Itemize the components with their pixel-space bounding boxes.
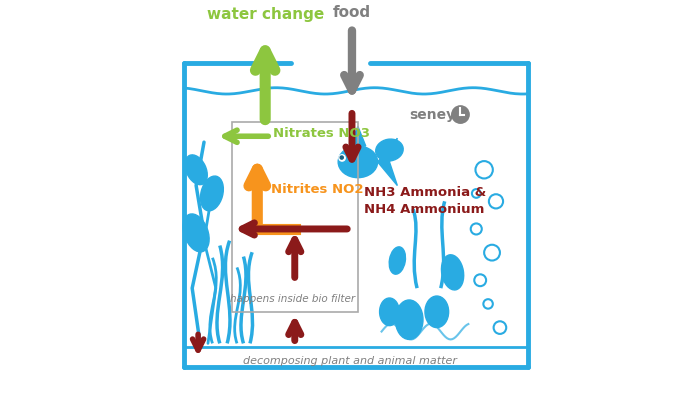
Ellipse shape — [379, 298, 399, 326]
Ellipse shape — [442, 255, 463, 290]
Text: Nitrates NO3: Nitrates NO3 — [273, 126, 370, 140]
Circle shape — [340, 156, 343, 159]
Text: happens inside bio filter: happens inside bio filter — [230, 294, 356, 304]
Polygon shape — [377, 138, 398, 186]
Ellipse shape — [425, 296, 449, 328]
Ellipse shape — [200, 176, 223, 211]
Ellipse shape — [395, 300, 423, 340]
Text: NH3 Ammonia &
NH4 Ammonium: NH3 Ammonia & NH4 Ammonium — [364, 186, 486, 216]
Text: Nitrites NO2: Nitrites NO2 — [271, 183, 363, 196]
Text: seneye: seneye — [409, 108, 465, 122]
Polygon shape — [350, 126, 366, 146]
Text: decomposing plant and animal matter: decomposing plant and animal matter — [243, 356, 457, 366]
Ellipse shape — [183, 214, 209, 252]
Text: water change: water change — [206, 7, 324, 22]
Ellipse shape — [185, 155, 207, 185]
Circle shape — [452, 106, 469, 123]
Ellipse shape — [389, 247, 405, 274]
Text: food: food — [333, 5, 371, 20]
Ellipse shape — [338, 146, 377, 178]
Ellipse shape — [376, 139, 403, 161]
Circle shape — [339, 155, 345, 161]
